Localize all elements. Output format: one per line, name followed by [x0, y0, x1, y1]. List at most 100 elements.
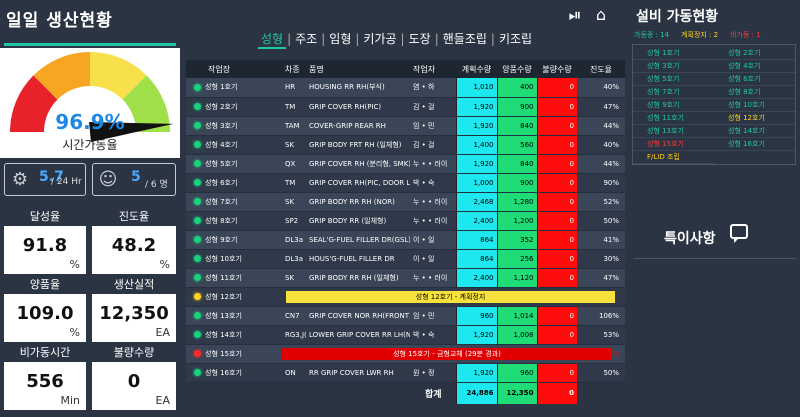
tab-separator: | [434, 32, 439, 46]
worker-cell: 누 • • 러이 [410, 192, 456, 212]
equipment-item[interactable]: 성형 3호기 [633, 60, 714, 73]
status-dot-icon [194, 293, 201, 300]
tab-2[interactable]: 임형 [329, 32, 352, 46]
table-row[interactable]: 성형 10호기 DL3a HOUS'G-FUEL FILLER DR 이 • 일 864… [186, 249, 625, 269]
equipment-item[interactable]: 성형 12호기 [714, 112, 795, 125]
tab-1[interactable]: 주조 [295, 32, 318, 46]
status-dot-icon [194, 350, 201, 357]
column-header: 작업자 [410, 60, 456, 78]
equipment-item[interactable]: 성형 15호기 [633, 138, 714, 151]
worker-cell: 염 • 하 [410, 78, 456, 98]
station-cell: 성형 5호기 [186, 154, 282, 174]
plan-cell: 1,920 [455, 325, 497, 345]
equipment-item[interactable]: 성형 9호기 [633, 99, 714, 112]
table-row[interactable]: 성형 7호기 SK GRIP BODY RR RH (NOR) 누 • • 러이 2,4… [186, 192, 625, 212]
car-cell: QX [282, 154, 306, 174]
plan-cell: 864 [455, 230, 497, 250]
table-row[interactable]: 성형 3호기 TAM COVER-GRIP REAR RH 임 • 민 1,920 840… [186, 116, 625, 136]
plan-cell: 1,920 [455, 363, 497, 383]
tab-separator: | [400, 32, 405, 46]
car-cell: TAM [282, 116, 306, 136]
table-row[interactable]: 성형 4호기 SK GRIP BODY FRT RH (일체형) 김 • 걸 1,400… [186, 135, 625, 155]
table-row[interactable]: 성형 5호기 QX GRIP COVER RH (분리형, SMK) 누 • • 러이… [186, 154, 625, 174]
table-row[interactable]: 성형 8호기 SP2 GRIP BODY RR (일체형) 누 • • 러이 2,400… [186, 211, 625, 231]
table-row[interactable]: 성형 14호기 RG3,J(LOWER GRIP COVER RR LH(NO 박 … [186, 325, 625, 345]
equipment-item[interactable]: 성형 4호기 [714, 60, 795, 73]
good-cell: 840 [496, 116, 537, 136]
kpi-production: 생산실적 12,350 EA [92, 276, 176, 342]
total-bad-cell: 0 [536, 382, 577, 404]
gauge-needle [89, 122, 174, 142]
table-row[interactable]: 성형 16호기 ON RR GRIP COVER LWR RH 원 • 정 1,920 9… [186, 363, 625, 383]
kpi-value: 556 [26, 371, 64, 392]
equipment-item[interactable]: 성형 2호기 [714, 47, 795, 60]
equipment-item[interactable]: F/LID 조립 [633, 151, 714, 164]
status-dot-icon [194, 255, 201, 262]
station-name: 성형 7호기 [205, 197, 238, 206]
good-cell: 1,120 [496, 268, 537, 288]
plan-cell: 2,400 [455, 211, 497, 231]
equipment-item[interactable]: 성형 8호기 [714, 86, 795, 99]
station-name: 성형 11호기 [205, 273, 242, 282]
bad-cell: 0 [536, 135, 577, 155]
gauge-value: 96.9% [55, 110, 125, 134]
gauge-arc [10, 52, 174, 142]
equipment-item[interactable]: 성형 7호기 [633, 86, 714, 99]
chat-icon[interactable] [730, 224, 748, 243]
car-cell: DL3a [282, 249, 306, 269]
table-row[interactable]: 성형 2호기 TM GRIP COVER RH(PIC) 김 • 걸 1,920 900 0… [186, 97, 625, 117]
tab-separator: | [355, 32, 360, 46]
utilization-gauge: 96.9% 시간가동율 [0, 48, 180, 158]
table-row[interactable]: 성형 9호기 DL3a SEAL'G-FUEL FILLER DR(GSL) 이 • … [186, 230, 625, 250]
table-row[interactable]: 성형 12호기 성형 12호기 - 계획정지 [186, 287, 625, 307]
equipment-item[interactable]: 성형 6호기 [714, 73, 795, 86]
good-cell: 960 [496, 363, 537, 383]
kpi-unit: EA [155, 326, 170, 339]
car-cell: ON [282, 363, 306, 383]
equipment-grid: 성형 1호기 성형 2호기 성형 3호기 성형 4호기 성형 5호기 성형 6호기 성형 7… [632, 44, 796, 165]
equipment-item[interactable]: 성형 13호기 [633, 125, 714, 138]
table-row[interactable]: 성형 1호기 HR HOUSING RR RH(부식) 염 • 하 1,010 400 0 4… [186, 78, 625, 98]
equipment-count: 계획정지 : 2 [681, 31, 719, 39]
tab-0[interactable]: 성형 [258, 30, 287, 49]
good-cell: 900 [496, 173, 537, 193]
equipment-title: 설비 가동현황 [636, 9, 719, 25]
tab-5[interactable]: 핸들조립 [442, 32, 487, 46]
kpi-value: 109.0 [16, 303, 74, 324]
table-header: 작업장 차종 품명 작업자 계획수량 양품수량 불량수량 진도율 [186, 60, 625, 78]
item-cell: HOUS'G-FUEL FILLER DR [306, 249, 410, 269]
equipment-item[interactable]: 성형 1호기 [633, 47, 714, 60]
home-icon[interactable]: ⌂ [595, 5, 607, 24]
tab-3[interactable]: 키가공 [363, 32, 397, 46]
gauge-segment [90, 52, 147, 100]
status-dot-icon [194, 179, 201, 186]
equipment-item[interactable]: 성형 14호기 [714, 125, 795, 138]
kpi-value: 48.2 [111, 235, 157, 256]
item-cell: COVER-GRIP REAR RH [306, 116, 410, 136]
plan-cell: 2,400 [455, 268, 497, 288]
plan-cell: 1,920 [455, 154, 497, 174]
tab-4[interactable]: 도장 [408, 32, 431, 46]
play-pause-icon[interactable]: ⏯ [568, 5, 582, 24]
bad-cell: 0 [536, 97, 577, 117]
kpi-value: 12,350 [99, 303, 169, 324]
station-name: 성형 1호기 [205, 83, 238, 92]
status-dot-icon [194, 236, 201, 243]
tab-6[interactable]: 키조립 [498, 32, 533, 46]
kpi-unit: % [159, 258, 170, 271]
equipment-item[interactable]: 성형 10호기 [714, 99, 795, 112]
equipment-item[interactable]: 성형 16호기 [714, 138, 795, 151]
kpi-yield: 양품율 109.0 % [4, 276, 86, 342]
station-name: 성형 16호기 [205, 368, 242, 377]
station-cell: 성형 13호기 [186, 306, 282, 326]
bad-cell: 0 [536, 363, 577, 383]
equipment-item[interactable]: 성형 5호기 [633, 73, 714, 86]
table-row[interactable]: 성형 11호기 SK GRIP BODY RR RH (일체형) 누 • • 러이 2,… [186, 268, 625, 288]
car-cell: TM [282, 97, 306, 117]
item-cell: GRIP COVER NOR RH(FRONT) [306, 306, 410, 326]
station-cell: 성형 8호기 [186, 211, 282, 231]
equipment-item[interactable]: 성형 11호기 [633, 112, 714, 125]
table-row[interactable]: 성형 15호기BB2성형 15호기 - 금형교체 (29분 경과)GRIP CO… [186, 344, 625, 364]
